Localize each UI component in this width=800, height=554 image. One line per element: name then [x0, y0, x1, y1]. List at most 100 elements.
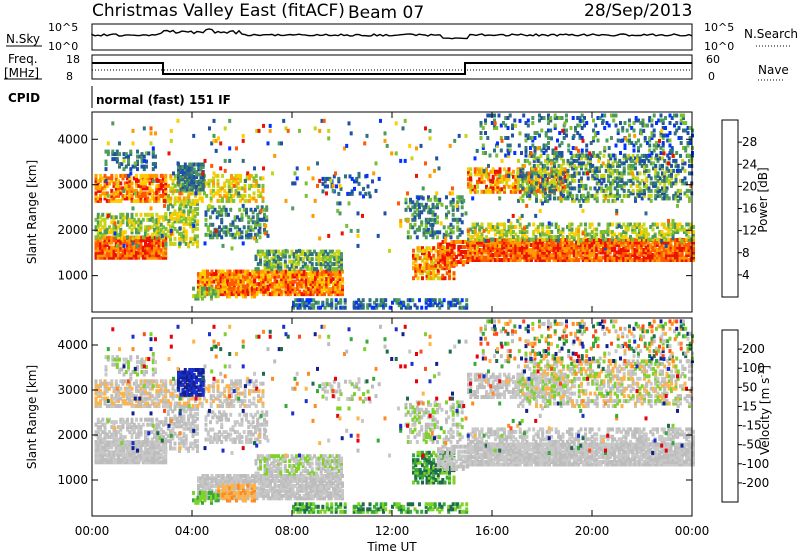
power-cell — [637, 138, 640, 143]
power-cell — [623, 143, 627, 148]
power-cell — [146, 253, 150, 258]
power-cell — [670, 163, 673, 168]
power-cell — [476, 235, 479, 239]
power-cell — [527, 258, 531, 262]
power-cell — [598, 178, 601, 183]
power-cell — [441, 251, 445, 256]
power-cell — [229, 207, 233, 212]
power-cell — [496, 222, 500, 227]
power-cell — [593, 176, 597, 181]
power-cell — [418, 268, 422, 273]
power-cell — [561, 227, 565, 232]
power-cell — [144, 212, 147, 217]
power-cell — [548, 225, 551, 229]
power-cell — [190, 177, 194, 182]
power-cell — [219, 287, 223, 292]
power-cell — [627, 171, 631, 176]
power-cell — [227, 212, 230, 217]
power-cell — [271, 289, 275, 294]
power-cell — [584, 235, 587, 239]
power-cell — [119, 232, 123, 237]
power-cell — [514, 177, 518, 182]
power-cell — [257, 193, 260, 198]
power-cell — [484, 131, 487, 135]
power-cell — [600, 186, 604, 191]
power-cell — [436, 220, 439, 225]
power-cell — [268, 249, 271, 254]
power-cell — [604, 230, 608, 234]
power-cell — [667, 225, 671, 229]
power-cell — [146, 176, 150, 181]
power-cell — [246, 282, 250, 287]
power-cell — [164, 176, 168, 181]
power-cell — [265, 249, 269, 254]
power-cell — [581, 255, 585, 260]
power-cell — [416, 266, 420, 271]
power-cell — [128, 253, 132, 258]
power-cell — [335, 262, 339, 267]
power-cell — [323, 305, 327, 310]
power-cell — [105, 183, 109, 188]
power-cell — [537, 173, 541, 178]
power-cell — [539, 253, 542, 257]
power-cell — [660, 230, 664, 234]
power-cell — [623, 121, 627, 125]
power-cell — [215, 272, 218, 277]
power-cell — [130, 193, 134, 198]
power-cell — [169, 186, 173, 191]
power-cell — [257, 188, 260, 193]
power-cell — [277, 249, 280, 254]
power-cell — [656, 225, 659, 229]
power-cell — [511, 126, 514, 130]
power-cell — [150, 253, 154, 258]
power-cell — [535, 156, 538, 161]
power-cell — [157, 217, 161, 222]
power-cell — [128, 217, 132, 222]
power-cell — [539, 198, 543, 203]
power-cell — [575, 250, 578, 255]
power-cell — [235, 289, 239, 294]
power-cell — [500, 187, 504, 192]
power-cell — [503, 167, 506, 172]
power-cell — [253, 281, 256, 286]
power-cell — [195, 162, 198, 167]
power-cell — [524, 153, 528, 158]
power-cell — [505, 240, 509, 245]
power-cell — [126, 176, 129, 181]
power-cell — [187, 201, 190, 206]
power-cell — [566, 255, 569, 260]
power-cell — [620, 176, 624, 181]
power-cell — [212, 181, 215, 186]
power-cell — [433, 298, 437, 303]
power-cell — [353, 186, 356, 191]
power-cell — [418, 227, 421, 232]
power-cell — [186, 165, 189, 169]
power-cell — [126, 243, 129, 248]
power-cell — [157, 238, 161, 243]
power-cell — [575, 158, 579, 163]
power-cell — [525, 240, 529, 245]
power-cell — [183, 180, 187, 184]
power-cell — [494, 253, 497, 257]
power-cell — [305, 272, 308, 277]
power-cell — [96, 178, 100, 183]
power-cell — [114, 183, 118, 188]
power-cell — [452, 245, 456, 249]
power-cell — [144, 253, 147, 258]
power-cell — [568, 173, 572, 178]
power-cell — [650, 136, 654, 140]
power-cell — [135, 178, 138, 183]
power-cell — [539, 174, 542, 179]
power-cell — [550, 253, 554, 257]
power-cell — [525, 258, 529, 262]
power-cell — [111, 157, 115, 162]
power-cell — [647, 240, 650, 245]
power-cell — [236, 176, 240, 181]
power-cell — [418, 271, 422, 276]
power-cell — [416, 256, 420, 261]
power-cell — [265, 215, 269, 220]
power-cell — [530, 183, 534, 188]
power-cell — [182, 236, 186, 241]
power-cell — [602, 245, 605, 250]
power-cell — [137, 225, 141, 230]
